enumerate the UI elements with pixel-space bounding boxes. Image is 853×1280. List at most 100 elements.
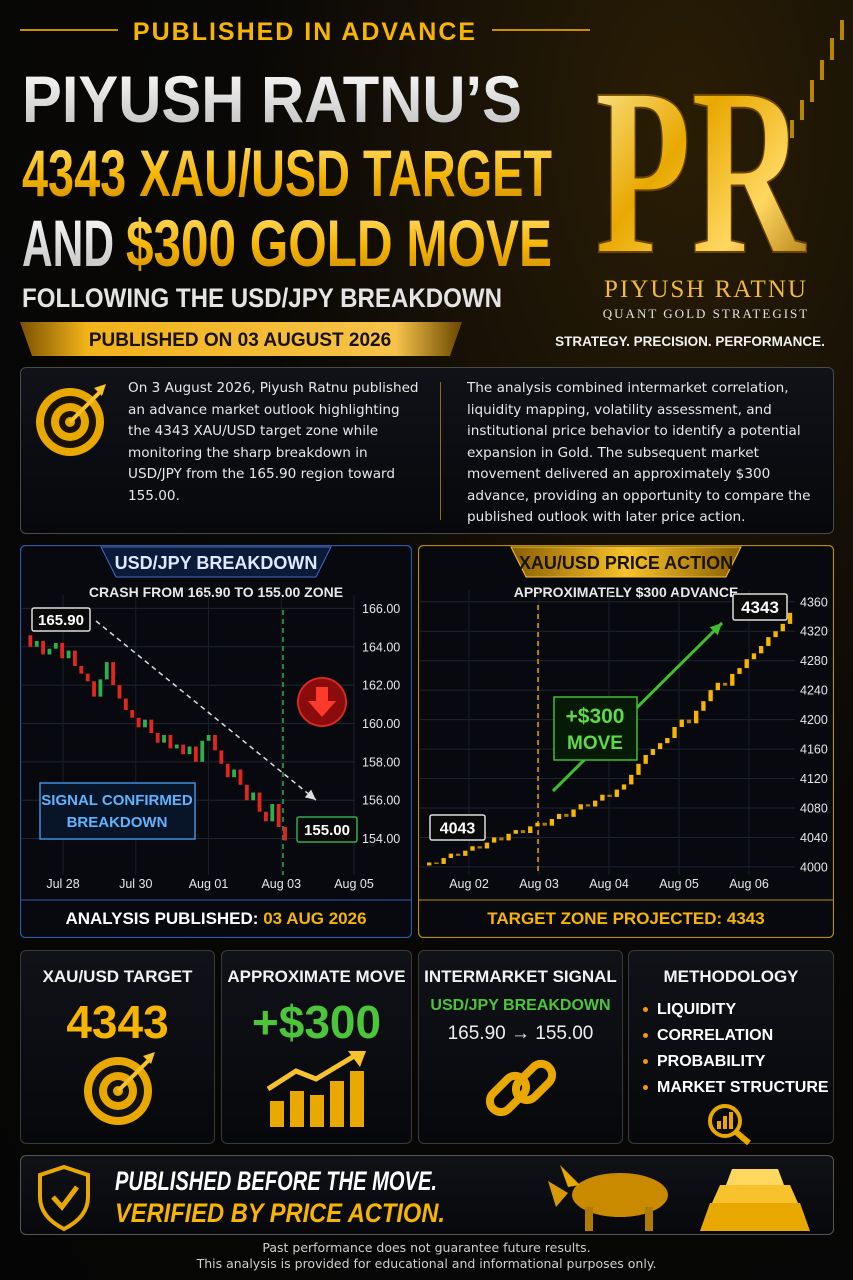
candle (238, 769, 243, 785)
title-line: PIYUSH RATNU’S (22, 62, 522, 136)
candle (104, 662, 109, 680)
candle (130, 710, 135, 718)
candle (257, 792, 262, 812)
target-icon (83, 1052, 155, 1125)
candle (174, 744, 179, 749)
x-tick-label: Aug 05 (334, 877, 374, 891)
candle (98, 679, 103, 697)
candle (270, 804, 275, 822)
candle (701, 701, 706, 711)
y-tick-label: 4200 (800, 713, 828, 727)
candle (737, 668, 742, 674)
card: METHODOLOGY LIQUIDITY CORRELATION PROBAB… (628, 950, 834, 1146)
candle (28, 635, 33, 647)
y-tick-label: 4280 (800, 654, 828, 668)
candle (585, 804, 591, 807)
candle (92, 681, 96, 697)
candle (636, 763, 641, 775)
candle (549, 819, 555, 826)
x-tick-label: Aug 01 (189, 877, 229, 891)
card-subtitle: USD/JPY BREAKDOWN (430, 997, 611, 1014)
candle (520, 830, 526, 834)
disclaimer: Past performance does not guarantee futu… (0, 1240, 853, 1272)
method-item: MARKET STRUCTURE (643, 1075, 833, 1101)
y-tick-label: 164.00 (362, 640, 400, 654)
candle (499, 837, 504, 841)
target-icon (36, 384, 106, 456)
candle (111, 662, 116, 686)
x-tick-label: Aug 03 (261, 877, 301, 891)
chart-footer: ANALYSIS PUBLISHED: 03 AUG 2026 (65, 909, 366, 928)
candle (263, 811, 268, 822)
logo: PR (595, 38, 807, 304)
usdjpy-chart: USD/JPY BREAKDOWN CRASH FROM 165.90 TO 15… (20, 545, 412, 938)
move-box (553, 696, 638, 761)
signal-label: BREAKDOWN (67, 814, 168, 831)
candle (629, 774, 634, 785)
y-tick-label: 158.00 (362, 755, 400, 769)
candle (187, 746, 192, 755)
candle (143, 719, 147, 728)
candle (571, 809, 576, 817)
candle (477, 846, 482, 849)
intro-right: The analysis combined intermarket correl… (467, 380, 811, 525)
candle (427, 862, 432, 866)
candle (657, 743, 663, 750)
candle (60, 642, 65, 659)
candle (53, 642, 58, 649)
trend-arrow (95, 620, 317, 801)
title-line: $300 GOLD MOVE (126, 206, 552, 280)
disclaimer-line: This analysis is provided for educationa… (196, 1256, 657, 1271)
candle (213, 735, 217, 751)
candle (79, 665, 84, 674)
candle (455, 853, 461, 856)
candle (434, 862, 439, 864)
title-line: 4343 XAU/USD TARGET (22, 136, 552, 210)
method-item: CORRELATION (643, 1023, 833, 1049)
candle (787, 612, 793, 624)
card-title: METHODOLOGY (663, 967, 799, 986)
candle (773, 631, 778, 638)
candle (535, 822, 540, 827)
x-tick-label: Aug 02 (449, 877, 489, 891)
footer-label: ANALYSIS PUBLISHED: (65, 909, 258, 928)
divider (440, 382, 441, 520)
candle (283, 827, 287, 841)
subtitle: FOLLOWING THE USD/JPY BREAKDOWN (22, 283, 502, 313)
candle (225, 763, 230, 778)
candle (149, 719, 154, 734)
method-item: PROBABILITY (643, 1049, 833, 1075)
candle (600, 794, 605, 801)
method-item: LIQUIDITY (643, 997, 833, 1023)
candle (34, 641, 39, 647)
chart-footer: TARGET ZONE PROJECTED: 4343 (487, 909, 764, 928)
chart-subtitle: APPROXIMATELY $300 ADVANCE (514, 584, 739, 600)
y-tick-label: 154.00 (362, 832, 400, 846)
footer: PUBLISHED BEFORE THE MOVE. VERIFIED BY P… (38, 1164, 810, 1232)
x-tick-label: Aug 04 (589, 877, 629, 891)
down-arrow (308, 687, 336, 717)
panel-header (510, 546, 742, 578)
banner (20, 322, 462, 356)
chart-title: XAU/USD PRICE ACTION (519, 553, 733, 573)
header: PUBLISHED IN ADVANCE PIYUSH RATNU’S 4343… (20, 18, 844, 356)
candle (643, 754, 648, 764)
move-label: MOVE (567, 733, 623, 754)
candle (155, 733, 160, 743)
chart-subtitle: CRASH FROM 165.90 TO 155.00 ZONE (89, 584, 343, 600)
candle (181, 744, 186, 755)
candle (448, 853, 454, 859)
card: XAU/USD TARGET 4343 (20, 950, 215, 1144)
candle (679, 719, 684, 727)
method-list: LIQUIDITY CORRELATION PROBABILITY MARKET… (643, 997, 833, 1101)
footer-line: PUBLISHED BEFORE THE MOVE. (115, 1166, 437, 1196)
brand-role: QUANT GOLD STRATEGIST (603, 306, 809, 321)
y-tick-label: 4360 (800, 595, 828, 609)
candle (463, 850, 468, 856)
end-label: 4343 (741, 598, 779, 617)
start-label-box (31, 607, 91, 632)
candle (117, 685, 122, 699)
signal-label: SIGNAL CONFIRMED (41, 792, 193, 809)
card-title: APPROXIMATE MOVE (227, 967, 406, 986)
candle (66, 650, 71, 659)
